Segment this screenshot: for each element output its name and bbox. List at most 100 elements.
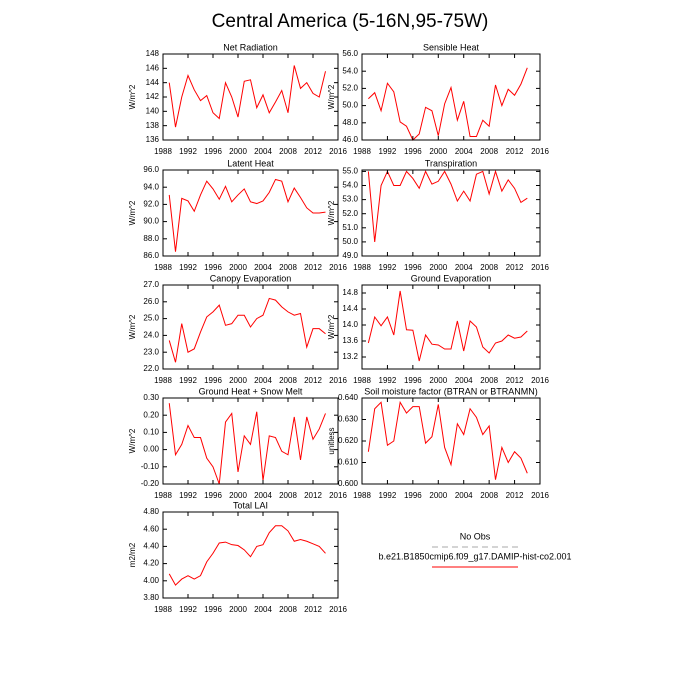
y-tick-label: 4.20: [143, 559, 159, 568]
y-tick-label: 27.0: [143, 280, 159, 289]
x-tick-label: 2008: [279, 491, 297, 500]
x-tick-label: 2016: [329, 605, 347, 614]
y-tick-label: 0.630: [338, 415, 359, 424]
x-tick-label: 1988: [353, 263, 371, 272]
x-tick-label: 2008: [279, 263, 297, 272]
x-tick-label: 2000: [429, 491, 447, 500]
y-tick-label: 13.6: [342, 336, 358, 345]
y-tick-label: 0.610: [338, 458, 359, 467]
x-tick-label: 2012: [304, 605, 322, 614]
x-tick-label: 2004: [254, 605, 272, 614]
x-tick-label: 2012: [304, 263, 322, 272]
x-tick-label: 2004: [254, 376, 272, 385]
y-tick-label: 53.0: [342, 195, 358, 204]
x-tick-label: 1996: [404, 491, 422, 500]
y-tick-label: 96.0: [143, 165, 159, 174]
x-tick-label: 2000: [229, 605, 247, 614]
y-axis-label: W/m^2: [327, 200, 336, 225]
x-tick-label: 1996: [204, 376, 222, 385]
y-axis-label: W/m^2: [327, 84, 336, 109]
data-line: [168, 297, 326, 363]
y-tick-label: 88.0: [143, 234, 159, 243]
y-tick-label: 4.40: [143, 542, 159, 551]
y-tick-label: 26.0: [143, 297, 159, 306]
x-tick-label: 2000: [229, 147, 247, 156]
panel-title: Soil moisture factor (BTRAN or BTRANMN): [364, 386, 538, 396]
x-tick-label: 2016: [329, 147, 347, 156]
x-tick-label: 1988: [154, 605, 172, 614]
y-tick-label: -0.20: [141, 479, 160, 488]
y-tick-label: 4.00: [143, 576, 159, 585]
y-tick-label: 55.0: [342, 167, 358, 176]
x-tick-label: 2016: [531, 491, 549, 500]
plot-frame: [361, 169, 541, 257]
y-tick-label: -0.10: [141, 462, 160, 471]
y-tick-label: 138: [146, 121, 160, 130]
y-tick-label: 94.0: [143, 182, 159, 191]
x-tick-label: 2016: [329, 491, 347, 500]
x-tick-label: 2008: [279, 147, 297, 156]
x-tick-label: 1992: [379, 147, 397, 156]
x-tick-label: 2016: [329, 263, 347, 272]
x-tick-label: 2004: [254, 491, 272, 500]
x-tick-label: 2004: [254, 147, 272, 156]
panel-title: Net Radiation: [223, 42, 278, 52]
x-tick-label: 2012: [304, 491, 322, 500]
y-tick-label: 0.640: [338, 393, 359, 402]
x-tick-label: 2016: [531, 147, 549, 156]
y-tick-label: 0.600: [338, 479, 359, 488]
x-tick-label: 2000: [429, 376, 447, 385]
y-tick-label: 136: [146, 135, 160, 144]
y-tick-label: 54.0: [342, 181, 358, 190]
y-tick-label: 92.0: [143, 200, 159, 209]
x-tick-label: 1992: [179, 147, 197, 156]
x-tick-label: 1992: [179, 263, 197, 272]
x-tick-label: 1988: [154, 147, 172, 156]
x-tick-label: 2012: [304, 376, 322, 385]
y-axis-label: W/m^2: [128, 200, 137, 225]
x-tick-label: 2012: [506, 491, 524, 500]
x-tick-label: 1996: [204, 263, 222, 272]
x-tick-label: 2004: [455, 263, 473, 272]
panel-title: Ground Evaporation: [411, 273, 492, 283]
data-line: [168, 178, 326, 252]
data-line: [367, 400, 528, 480]
data-line: [168, 525, 326, 586]
x-tick-label: 1988: [353, 376, 371, 385]
plot-frame: [162, 284, 339, 370]
y-tick-label: 0.00: [143, 445, 159, 454]
x-tick-label: 2016: [329, 376, 347, 385]
x-tick-label: 2016: [531, 263, 549, 272]
data-line: [367, 169, 528, 242]
x-tick-label: 1996: [404, 147, 422, 156]
x-tick-label: 1996: [204, 491, 222, 500]
x-tick-label: 2008: [279, 376, 297, 385]
y-tick-label: 52.0: [342, 209, 358, 218]
data-line: [367, 290, 528, 362]
plot-frame: [162, 169, 339, 257]
x-tick-label: 2000: [229, 491, 247, 500]
x-tick-label: 1988: [353, 147, 371, 156]
x-tick-label: 2000: [229, 263, 247, 272]
x-tick-label: 1988: [154, 376, 172, 385]
y-tick-label: 46.0: [342, 135, 358, 144]
x-tick-label: 2000: [229, 376, 247, 385]
y-tick-label: 0.30: [143, 393, 159, 402]
y-tick-label: 51.0: [342, 223, 358, 232]
data-line: [368, 67, 528, 141]
x-tick-label: 2008: [480, 491, 498, 500]
y-tick-label: 52.0: [342, 84, 358, 93]
x-tick-label: 2008: [480, 376, 498, 385]
x-tick-label: 2004: [455, 491, 473, 500]
y-tick-label: 56.0: [342, 49, 358, 58]
y-axis-label: W/m^2: [327, 314, 336, 339]
x-tick-label: 2008: [480, 147, 498, 156]
y-tick-label: 86.0: [143, 251, 159, 260]
y-axis-label: W/m^2: [128, 314, 137, 339]
y-tick-label: 14.4: [342, 304, 358, 313]
y-tick-label: 142: [146, 92, 160, 101]
x-tick-label: 2012: [304, 147, 322, 156]
x-tick-label: 1996: [404, 263, 422, 272]
y-tick-label: 13.2: [342, 352, 358, 361]
panel-title: Canopy Evaporation: [210, 273, 292, 283]
